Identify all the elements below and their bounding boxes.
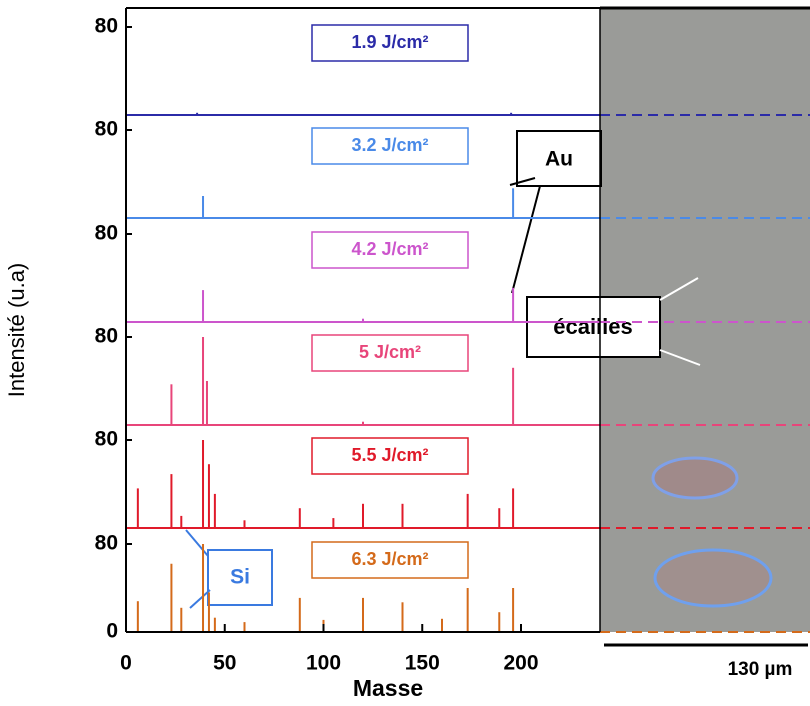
y-tick-label: 80 <box>95 325 118 348</box>
crater <box>653 548 773 608</box>
energy-box <box>311 334 469 372</box>
arrow <box>185 529 209 557</box>
arrow <box>509 177 536 186</box>
x-tick-label: 0 <box>120 652 132 675</box>
y-tick-label: 80 <box>95 118 118 141</box>
x-tick-label: 50 <box>213 652 236 675</box>
energy-label: 4.2 J/cm² <box>351 239 428 259</box>
y-tick-label: 80 <box>95 532 118 555</box>
arrow <box>659 349 701 366</box>
annotation-box <box>526 296 661 358</box>
energy-box <box>311 127 469 165</box>
energy-label: 5.5 J/cm² <box>351 445 428 465</box>
x-tick-label: 150 <box>405 652 440 675</box>
energy-box <box>311 437 469 475</box>
annotation: Au <box>545 148 573 171</box>
arrow <box>659 277 699 301</box>
y-label: Intensité (u.a) <box>4 263 29 398</box>
energy-label: 6.3 J/cm² <box>351 549 428 569</box>
y-tick-label: 80 <box>95 222 118 245</box>
x-label: Masse <box>353 675 423 701</box>
energy-box <box>311 541 469 579</box>
annotation: Si <box>230 566 250 589</box>
energy-box <box>311 231 469 269</box>
x-tick-label: 200 <box>503 652 538 675</box>
y-tick-label: 80 <box>95 428 118 451</box>
annotation: écailles <box>553 314 633 339</box>
annotation-box <box>207 549 273 606</box>
arrow <box>511 185 541 294</box>
y-tick-label: 80 <box>95 15 118 38</box>
energy-label: 3.2 J/cm² <box>351 135 428 155</box>
energy-label: 1.9 J/cm² <box>351 32 428 52</box>
annotation-box <box>516 130 602 187</box>
y-tick-label: 0 <box>106 620 118 643</box>
scale-label: 130 µm <box>728 659 793 680</box>
energy-box <box>311 24 469 62</box>
arrow <box>189 589 211 609</box>
energy-label: 5 J/cm² <box>359 342 421 362</box>
x-tick-label: 100 <box>306 652 341 675</box>
crater <box>651 456 739 500</box>
